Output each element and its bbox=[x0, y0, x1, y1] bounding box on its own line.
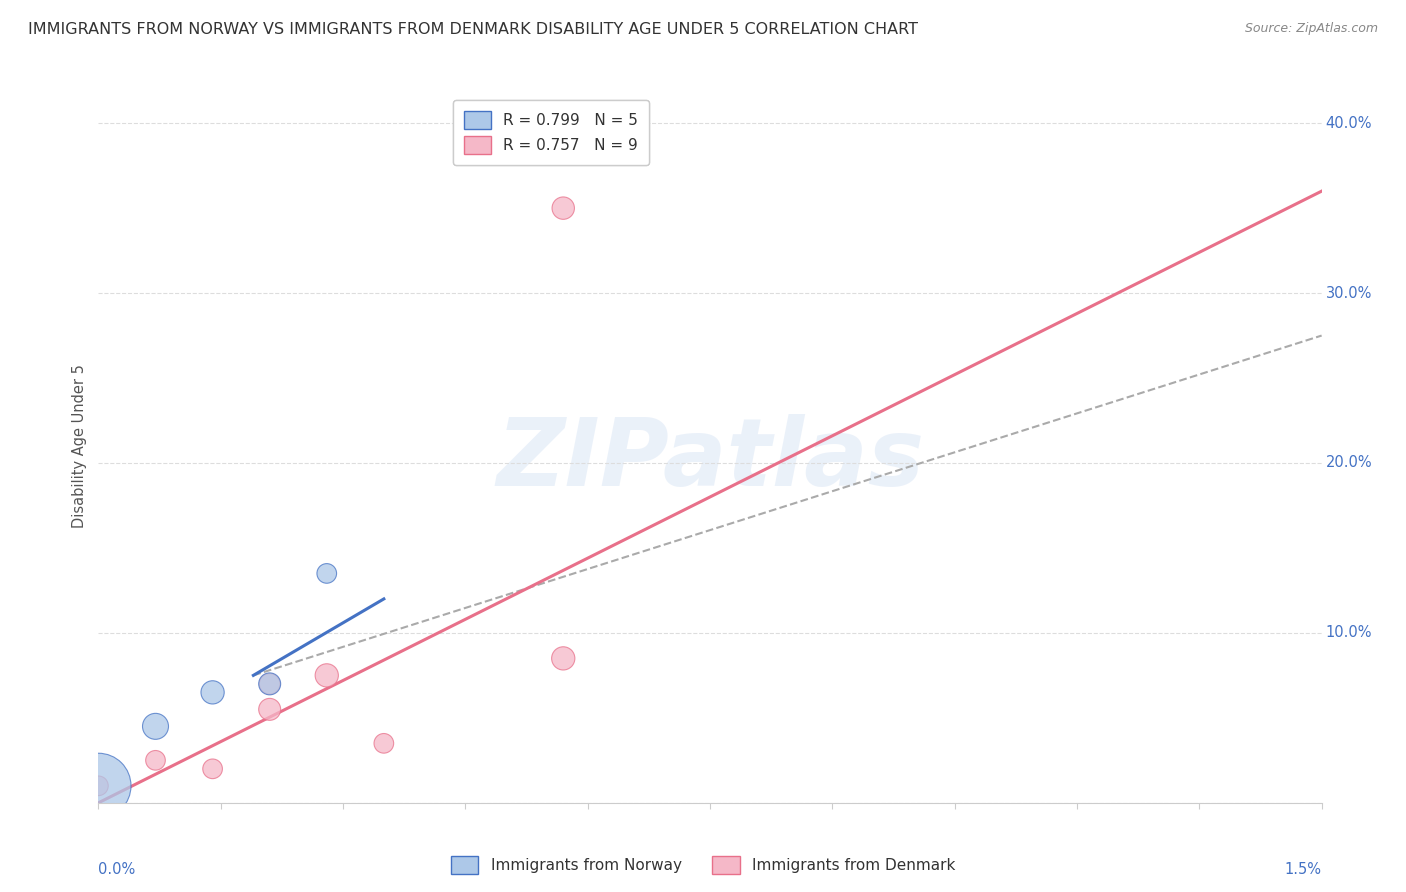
Point bbox=[259, 677, 281, 691]
Text: 1.5%: 1.5% bbox=[1285, 863, 1322, 877]
Point bbox=[201, 762, 224, 776]
Text: 40.0%: 40.0% bbox=[1326, 116, 1372, 131]
Legend: Immigrants from Norway, Immigrants from Denmark: Immigrants from Norway, Immigrants from … bbox=[444, 850, 962, 880]
Point bbox=[145, 753, 167, 767]
Point bbox=[315, 668, 337, 682]
Text: IMMIGRANTS FROM NORWAY VS IMMIGRANTS FROM DENMARK DISABILITY AGE UNDER 5 CORRELA: IMMIGRANTS FROM NORWAY VS IMMIGRANTS FRO… bbox=[28, 22, 918, 37]
Point bbox=[553, 651, 575, 665]
Point bbox=[259, 677, 281, 691]
Text: 30.0%: 30.0% bbox=[1326, 285, 1372, 301]
Point bbox=[553, 201, 575, 215]
Point bbox=[315, 566, 337, 581]
Point bbox=[259, 702, 281, 716]
Point bbox=[87, 779, 110, 793]
Y-axis label: Disability Age Under 5: Disability Age Under 5 bbox=[72, 364, 87, 528]
Text: ZIPatlas: ZIPatlas bbox=[496, 414, 924, 507]
Text: 20.0%: 20.0% bbox=[1326, 456, 1372, 470]
Text: 0.0%: 0.0% bbox=[98, 863, 135, 877]
Point bbox=[87, 779, 110, 793]
Text: Source: ZipAtlas.com: Source: ZipAtlas.com bbox=[1244, 22, 1378, 36]
Point bbox=[145, 719, 167, 733]
Point bbox=[201, 685, 224, 699]
Legend: R = 0.799   N = 5, R = 0.757   N = 9: R = 0.799 N = 5, R = 0.757 N = 9 bbox=[453, 101, 650, 165]
Text: 10.0%: 10.0% bbox=[1326, 625, 1372, 640]
Point bbox=[373, 736, 395, 750]
